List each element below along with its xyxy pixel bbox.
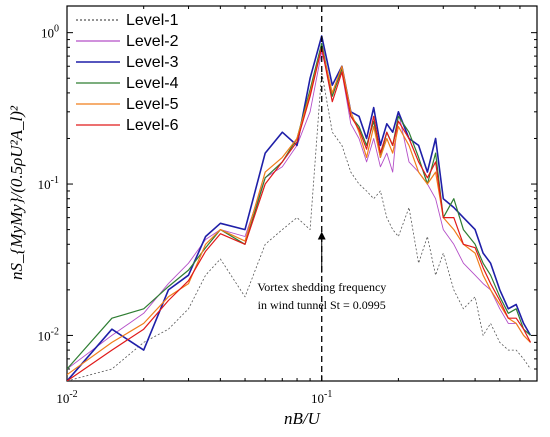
series-group xyxy=(67,35,532,381)
x-axis-title: nB/U xyxy=(284,409,322,428)
plot-frame xyxy=(66,5,538,382)
annotation-line-1: Vortex shedding frequency xyxy=(257,280,386,294)
series-line-5 xyxy=(67,46,531,376)
annotation-line-2: in wind tunnel St = 0.0995 xyxy=(258,298,386,312)
x-tick-label: 10-1 xyxy=(311,389,332,406)
legend-label-3: Level-3 xyxy=(126,54,179,71)
y-axis-title: nS_{MyMy}/(0.5ρU²A_l)² xyxy=(7,105,26,280)
legend: Level-1 Level-2 Level-3 Level-4 Level-5 Level… xyxy=(76,12,179,134)
legend-label-6: Level-6 xyxy=(126,117,179,134)
legend-label-5: Level-5 xyxy=(126,96,179,113)
x-tick-label: 10-2 xyxy=(56,389,77,406)
series-line-2 xyxy=(67,51,531,370)
y-tick-label: 10-1 xyxy=(38,175,59,192)
y-tick-label: 100 xyxy=(41,24,59,41)
series-line-1 xyxy=(67,71,531,381)
series-line-6 xyxy=(67,46,532,381)
series-line-3 xyxy=(67,35,532,381)
legend-label-2: Level-2 xyxy=(126,33,179,50)
legend-label-4: Level-4 xyxy=(126,75,179,92)
legend-label-1: Level-1 xyxy=(126,12,179,29)
y-tick-label: 10-2 xyxy=(38,326,59,343)
